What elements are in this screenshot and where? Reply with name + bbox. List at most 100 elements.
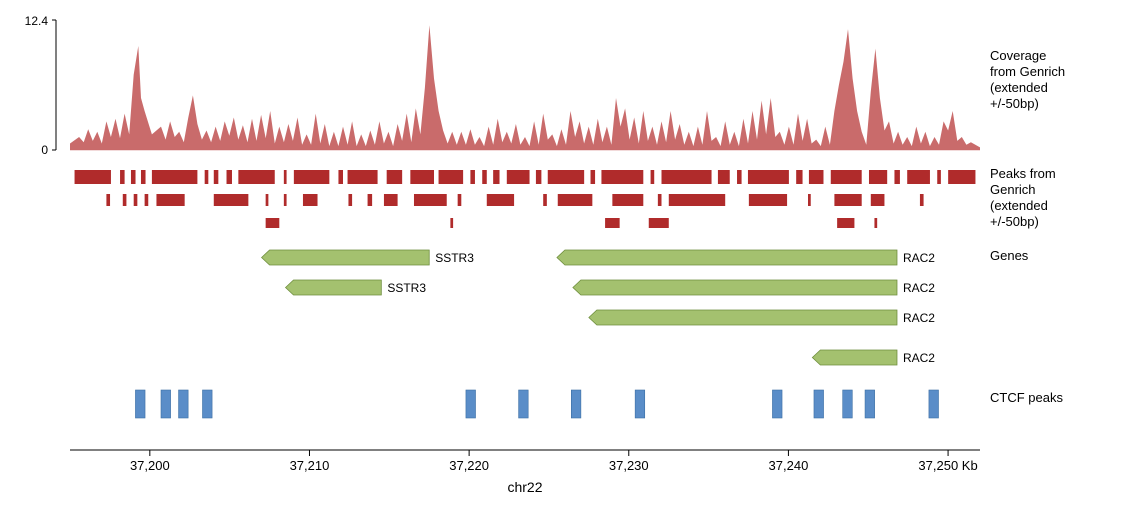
ctcf-peak — [772, 390, 782, 418]
peak-block — [303, 194, 318, 206]
peak-block — [749, 194, 787, 206]
peak-block — [493, 170, 499, 184]
gene-arrow — [557, 250, 897, 265]
peak-block — [651, 170, 655, 184]
gene-arrow — [262, 250, 430, 265]
peak-block — [123, 194, 127, 206]
peak-block — [106, 194, 110, 206]
peak-block — [214, 170, 219, 184]
x-tick-label: 37,230 — [609, 458, 649, 473]
peak-block — [809, 170, 824, 184]
peak-block — [414, 194, 447, 206]
peak-block — [238, 170, 274, 184]
peak-block — [482, 170, 487, 184]
peak-block — [284, 170, 287, 184]
peak-block — [266, 194, 269, 206]
genes-track-label: Genes — [990, 248, 1029, 263]
ctcf-peak — [466, 390, 476, 418]
peak-block — [920, 194, 924, 206]
peak-block — [205, 170, 209, 184]
peak-block — [387, 170, 402, 184]
peak-block — [837, 218, 854, 228]
peak-block — [669, 194, 725, 206]
ctcf-peak — [179, 390, 189, 418]
ctcf-track-label: CTCF peaks — [990, 390, 1063, 405]
ctcf-peak — [929, 390, 939, 418]
peak-block — [834, 194, 861, 206]
peak-block — [266, 218, 280, 228]
peak-block — [948, 170, 975, 184]
peak-block — [368, 194, 373, 206]
peak-block — [131, 170, 136, 184]
peak-block — [937, 170, 941, 184]
peak-block — [748, 170, 789, 184]
peak-block — [649, 218, 669, 228]
peak-block — [543, 194, 547, 206]
coverage-area — [70, 25, 980, 150]
peak-block — [458, 194, 462, 206]
x-tick-label: 37,210 — [290, 458, 330, 473]
peak-block — [156, 194, 184, 206]
peak-block — [796, 170, 802, 184]
peak-block — [145, 194, 149, 206]
peak-block — [874, 218, 877, 228]
gene-label: RAC2 — [903, 281, 935, 295]
x-tick-label: 37,220 — [449, 458, 489, 473]
peak-block — [294, 170, 329, 184]
ctcf-peak — [635, 390, 645, 418]
gene-label: SSTR3 — [387, 281, 426, 295]
ctcf-peak — [571, 390, 581, 418]
peak-block — [612, 194, 643, 206]
peak-block — [439, 170, 464, 184]
gene-arrow — [573, 280, 897, 295]
plot-svg: 12.40SSTR3RAC2SSTR3RAC2RAC2RAC237,20037,… — [10, 10, 1123, 510]
peak-block — [718, 170, 730, 184]
x-axis-title: chr22 — [507, 479, 542, 495]
peak-block — [214, 194, 249, 206]
ctcf-peak — [519, 390, 529, 418]
coverage-track-label: +/-50bp) — [990, 96, 1039, 111]
peak-block — [808, 194, 811, 206]
peak-block — [227, 170, 232, 184]
peak-block — [284, 194, 287, 206]
ctcf-peak — [865, 390, 875, 418]
peak-block — [152, 170, 198, 184]
peak-block — [450, 218, 453, 228]
peak-block — [605, 218, 620, 228]
peak-block — [348, 170, 378, 184]
peak-block — [907, 170, 930, 184]
peak-block — [470, 170, 475, 184]
coverage-track-label: Coverage — [990, 48, 1046, 63]
coverage-track-label: (extended — [990, 80, 1048, 95]
peak-block — [75, 170, 111, 184]
ctcf-peak — [161, 390, 171, 418]
peak-block — [410, 170, 434, 184]
peak-block — [869, 170, 887, 184]
coverage-ymax-label: 12.4 — [25, 14, 49, 28]
peak-block — [737, 170, 742, 184]
coverage-track-label: from Genrich — [990, 64, 1065, 79]
peak-block — [384, 194, 398, 206]
ctcf-peak — [843, 390, 853, 418]
peak-block — [134, 194, 138, 206]
gene-label: RAC2 — [903, 351, 935, 365]
peak-block — [548, 170, 584, 184]
ctcf-peak — [814, 390, 824, 418]
genome-browser-plot: 12.40SSTR3RAC2SSTR3RAC2RAC2RAC237,20037,… — [10, 10, 1123, 510]
peak-block — [338, 170, 343, 184]
peak-block — [894, 170, 899, 184]
peaks-track-label: (extended — [990, 198, 1048, 213]
peak-block — [507, 170, 530, 184]
peak-block — [141, 170, 146, 184]
peak-block — [348, 194, 352, 206]
gene-label: RAC2 — [903, 311, 935, 325]
peaks-track-label: Peaks from — [990, 166, 1056, 181]
peak-block — [558, 194, 593, 206]
gene-label: SSTR3 — [435, 251, 474, 265]
peaks-track-label: +/-50bp) — [990, 214, 1039, 229]
peak-block — [658, 194, 662, 206]
peak-block — [120, 170, 125, 184]
peak-block — [871, 194, 885, 206]
peak-block — [591, 170, 596, 184]
peak-block — [831, 170, 862, 184]
